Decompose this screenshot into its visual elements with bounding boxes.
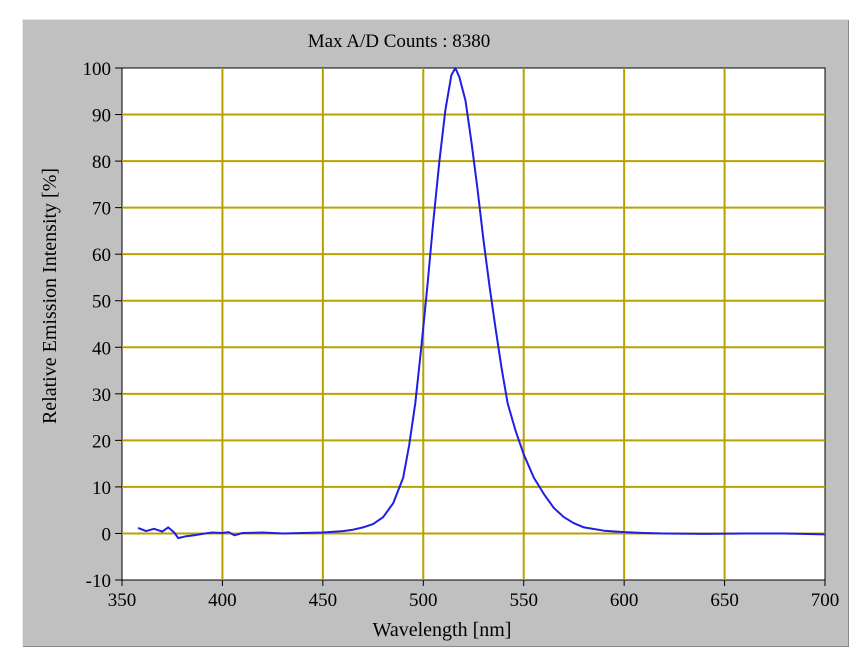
y-tick-label-10: 10 [92, 478, 111, 499]
x-tick-label-500: 500 [409, 590, 438, 611]
series-line-0 [137, 67, 826, 540]
y-tick-label-70: 70 [92, 199, 111, 220]
y-tick-label-90: 90 [92, 106, 111, 127]
y-axis-label: Relative Emission Intensity [%] [39, 168, 61, 424]
chart-panel: Max A/D Counts : 8380 350 400 450 500 550 600… [22, 19, 849, 647]
y-tick-label-100: 100 [83, 59, 112, 80]
x-tick-label-600: 600 [610, 590, 639, 611]
x-tick-label-450: 450 [309, 590, 338, 611]
y-tick-label-0: 0 [102, 524, 112, 545]
y-tick-label-20: 20 [92, 431, 111, 452]
y-tick-label-30: 30 [92, 385, 111, 406]
x-tick-label-700: 700 [811, 590, 840, 611]
x-tick-label-350: 350 [108, 590, 137, 611]
x-tick-label-400: 400 [208, 590, 237, 611]
y-tick-label-40: 40 [92, 338, 111, 359]
plot-area [121, 67, 826, 581]
x-tick-label-650: 650 [710, 590, 739, 611]
y-axis-ticks: -10 0 10 20 30 40 50 60 70 80 90 100 [83, 59, 122, 592]
y-tick-label-60: 60 [92, 245, 111, 266]
chart-title: Max A/D Counts : 8380 [308, 31, 491, 52]
x-axis-label: Wavelength [nm] [373, 619, 512, 641]
series-lines [137, 67, 826, 540]
y-tick-label--10: -10 [86, 571, 111, 592]
x-axis-ticks: 350 400 450 500 550 600 650 700 [108, 580, 840, 611]
emission-spectrum-chart: Max A/D Counts : 8380 350 400 450 500 550 600… [39, 31, 840, 641]
grid-lines [122, 68, 825, 580]
y-tick-label-50: 50 [92, 292, 111, 313]
x-tick-label-550: 550 [509, 590, 538, 611]
y-tick-label-80: 80 [92, 152, 111, 173]
